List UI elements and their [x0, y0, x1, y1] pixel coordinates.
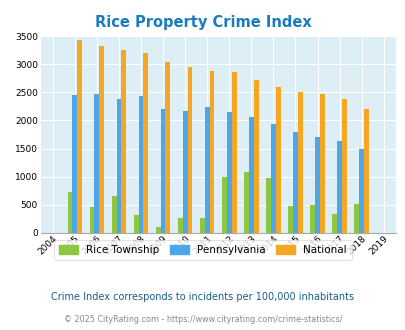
Text: © 2025 CityRating.com - https://www.cityrating.com/crime-statistics/: © 2025 CityRating.com - https://www.city… — [64, 315, 341, 324]
Bar — [336, 141, 341, 233]
Bar — [187, 67, 192, 233]
Bar — [275, 87, 280, 233]
Bar — [72, 95, 77, 233]
Bar — [253, 80, 258, 233]
Bar — [358, 149, 363, 233]
Bar — [143, 53, 148, 233]
Bar — [222, 177, 226, 233]
Bar — [111, 196, 116, 233]
Bar — [165, 62, 170, 233]
Bar — [133, 215, 138, 233]
Bar — [309, 205, 314, 233]
Bar — [297, 92, 302, 233]
Bar — [226, 112, 231, 233]
Bar — [77, 40, 82, 233]
Bar — [121, 50, 126, 233]
Bar — [177, 218, 182, 233]
Bar — [138, 96, 143, 233]
Bar — [209, 71, 214, 233]
Bar — [182, 111, 187, 233]
Legend: Rice Township, Pennsylvania, National: Rice Township, Pennsylvania, National — [54, 240, 351, 260]
Bar — [288, 206, 292, 233]
Bar — [243, 172, 248, 233]
Bar — [331, 214, 336, 233]
Text: Crime Index corresponds to incidents per 100,000 inhabitants: Crime Index corresponds to incidents per… — [51, 292, 354, 302]
Bar — [341, 99, 346, 233]
Bar — [199, 217, 204, 233]
Bar — [90, 208, 94, 233]
Bar — [270, 124, 275, 233]
Bar — [99, 46, 104, 233]
Bar — [354, 204, 358, 233]
Bar — [265, 178, 270, 233]
Bar — [248, 117, 253, 233]
Bar — [314, 137, 319, 233]
Bar — [156, 227, 160, 233]
Bar — [231, 72, 236, 233]
Bar — [204, 107, 209, 233]
Bar — [94, 94, 99, 233]
Bar — [363, 109, 368, 233]
Bar — [67, 192, 72, 233]
Bar — [319, 94, 324, 233]
Bar — [292, 132, 297, 233]
Bar — [160, 109, 165, 233]
Text: Rice Property Crime Index: Rice Property Crime Index — [94, 15, 311, 30]
Bar — [116, 99, 121, 233]
